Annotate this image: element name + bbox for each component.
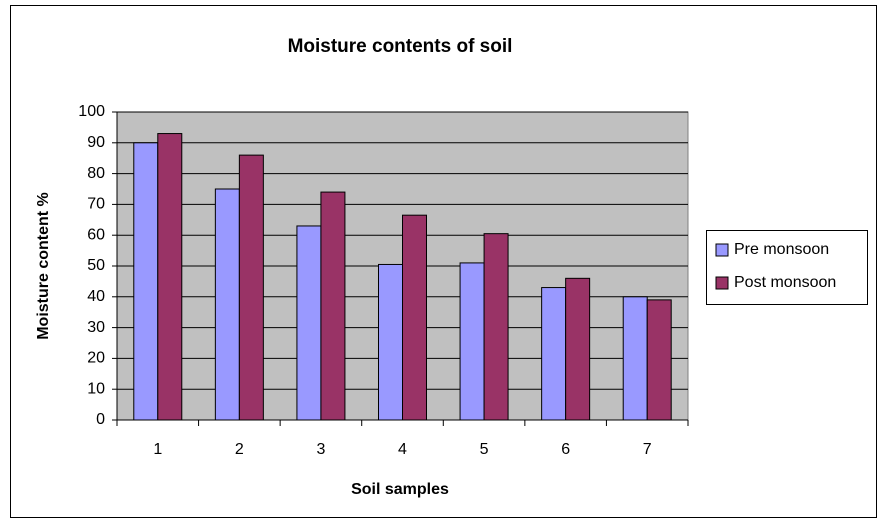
x-tick-label: 4 xyxy=(398,441,407,458)
bar xyxy=(622,296,648,421)
bar xyxy=(646,299,672,421)
chart-title: Moisture contents of soil xyxy=(288,36,513,57)
bar xyxy=(483,233,509,421)
bar xyxy=(214,188,240,421)
y-tick-label: 20 xyxy=(87,350,105,367)
y-tick-label: 10 xyxy=(87,380,105,397)
y-tick-label: 50 xyxy=(87,257,105,274)
x-tick-label: 2 xyxy=(235,441,244,458)
y-tick-label: 0 xyxy=(96,411,105,428)
y-axis-label: Moisture content % xyxy=(35,192,52,340)
y-tick-label: 40 xyxy=(87,288,105,305)
x-tick-label: 6 xyxy=(561,441,570,458)
y-tick-label: 90 xyxy=(87,134,105,151)
x-tick-label: 5 xyxy=(480,441,489,458)
y-tick-label: 70 xyxy=(87,196,105,213)
x-axis-label: Soil samples xyxy=(351,481,449,498)
bar xyxy=(296,225,322,421)
x-tick-label: 7 xyxy=(643,441,652,458)
legend-swatch xyxy=(715,276,729,290)
x-tick-label: 1 xyxy=(153,441,162,458)
x-tick-label: 3 xyxy=(316,441,325,458)
bar xyxy=(402,214,427,421)
y-tick-label: 30 xyxy=(87,319,105,336)
y-tick-label: 80 xyxy=(87,165,105,182)
bar xyxy=(320,191,346,421)
bar xyxy=(565,277,591,421)
legend-label: Post monsoon xyxy=(734,274,836,291)
bar xyxy=(541,287,567,421)
y-tick-label: 60 xyxy=(87,226,105,243)
y-tick-label: 100 xyxy=(78,103,105,120)
legend-swatch xyxy=(715,243,729,257)
bar xyxy=(459,262,485,421)
bar xyxy=(133,142,159,421)
legend xyxy=(706,230,868,305)
legend-label: Pre monsoon xyxy=(734,241,829,258)
bar xyxy=(238,154,264,421)
bar xyxy=(378,263,403,421)
bar xyxy=(157,133,183,421)
